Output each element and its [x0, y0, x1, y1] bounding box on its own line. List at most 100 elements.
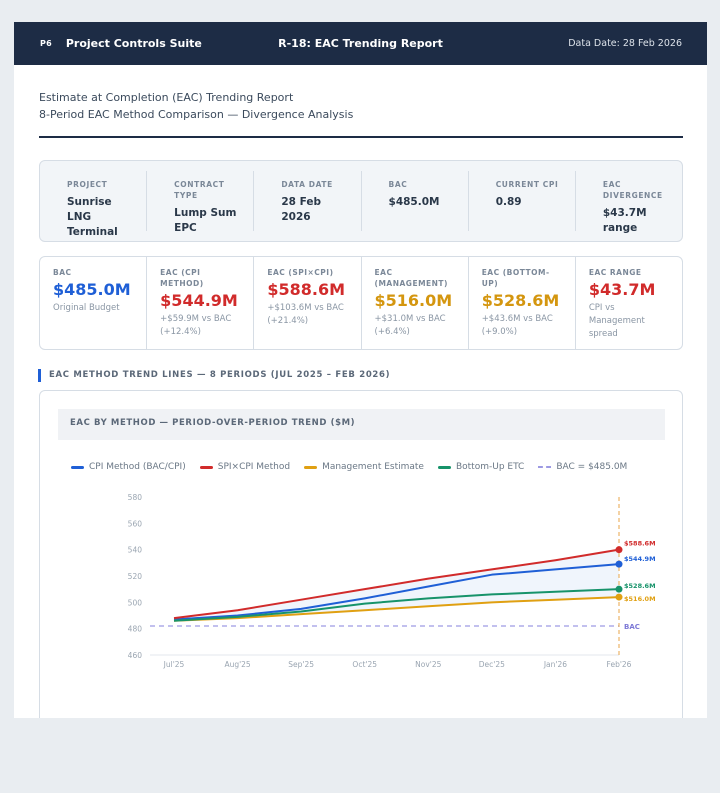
y-tick-label: 540	[128, 546, 143, 555]
eac-trend-chart: 460 480 500 520 540 560 580 Jul'25 Aug'25 Sep'25 O…	[128, 493, 656, 669]
x-tick-label: Oct'25	[352, 660, 377, 669]
kpi-sub: CPI vs Management spread	[588, 303, 645, 339]
series-line-1	[173, 548, 620, 620]
title-divider	[39, 136, 683, 138]
kpi-eac-bottom-up: EAC (Bottom-Up) $528.6M +$43.6M vs BAC (…	[469, 257, 576, 349]
x-tick-label: Feb'26	[607, 660, 632, 669]
legend-swatch	[199, 465, 213, 469]
kpi-value: $43.7M	[588, 280, 656, 299]
y-tick-label: 580	[128, 493, 143, 502]
kpi-label: EAC (SPI×CPI)	[267, 268, 334, 277]
info-value: $485.0M	[388, 196, 440, 208]
chart-title: EAC by Method — Period-over-Period Trend…	[58, 409, 665, 440]
x-tick-label: Jul'25	[163, 660, 185, 669]
kpi-bac: BAC $485.0M Original Budget	[40, 257, 148, 349]
info-contract-type: Contract Type Lump Sum EPC	[147, 171, 255, 234]
info-value: $43.7M range	[602, 207, 647, 234]
legend-swatch	[71, 465, 84, 469]
kpi-value: $588.6M	[267, 280, 346, 299]
x-tick-label: Dec'25	[479, 660, 505, 669]
app-badge: P6	[40, 39, 52, 48]
legend-dash	[538, 466, 552, 468]
series-end-point-1	[615, 546, 623, 554]
series-line-0	[173, 563, 620, 621]
project-info-panel: Project Sunrise LNG Terminal Contract Ty…	[39, 160, 683, 242]
info-value: 28 Feb 2026	[281, 196, 321, 223]
info-bac: BAC $485.0M	[362, 171, 469, 231]
legend-item-cpi[interactable]: CPI Method (BAC/CPI)	[71, 462, 186, 472]
y-tick-label: 480	[128, 625, 143, 634]
report-page: P6 Project Controls Suite R-18: EAC Tren…	[14, 22, 707, 718]
legend-item-bac[interactable]: BAC = $485.0M	[538, 462, 627, 472]
kpi-label: EAC Range	[588, 268, 642, 277]
kpi-value: $485.0M	[53, 280, 131, 299]
kpi-eac-management: EAC (Management) $516.0M +$31.0M vs BAC …	[362, 257, 469, 349]
series-end-label-1: $588.6M	[624, 540, 656, 548]
bac-reference-label: BAC	[624, 623, 640, 631]
kpi-cards: BAC $485.0M Original Budget EAC (CPI Met…	[39, 256, 683, 350]
legend-swatch	[437, 465, 451, 469]
top-bar: P6 Project Controls Suite R-18: EAC Tren…	[14, 22, 707, 65]
legend-item-management[interactable]: Management Estimate	[304, 462, 424, 472]
kpi-value: $544.9M	[160, 291, 238, 310]
y-tick-label: 500	[128, 598, 143, 607]
kpi-sub: +$59.9M vs BAC (+12.4%)	[160, 314, 232, 337]
kpi-value: $516.0M	[374, 291, 453, 310]
doc-subtitle: 8-Period EAC Method Comparison — Diverge…	[39, 108, 354, 121]
kpi-eac-range: EAC Range $43.7M CPI vs Management sprea…	[576, 257, 682, 349]
section-title: EAC Method Trend Lines — 8 Periods (Jul …	[38, 369, 390, 382]
info-label: EAC Divergence	[602, 180, 663, 200]
legend-label: CPI Method (BAC/CPI)	[89, 462, 186, 472]
x-tick-label: Sep'25	[288, 660, 314, 669]
x-tick-label: Nov'25	[415, 660, 441, 669]
y-tick-label: 460	[128, 651, 143, 660]
data-date: Data Date: 28 Feb 2026	[568, 38, 682, 49]
chart-legend: CPI Method (BAC/CPI) SPI×CPI Method Mana…	[71, 462, 641, 472]
kpi-sub: Original Budget	[53, 303, 120, 313]
legend-item-spi-cpi[interactable]: SPI×CPI Method	[199, 462, 291, 472]
info-value: Lump Sum EPC	[174, 207, 237, 234]
kpi-label: EAC (Bottom-Up)	[481, 268, 550, 288]
info-label: Data Date	[281, 180, 333, 189]
legend-swatch	[304, 465, 318, 469]
x-tick-label: Aug'25	[224, 660, 250, 669]
legend-item-bottom-up[interactable]: Bottom-Up ETC	[437, 462, 525, 472]
legend-label: Management Estimate	[322, 462, 424, 472]
series-end-point-2	[615, 593, 623, 601]
kpi-eac-spi-cpi: EAC (SPI×CPI) $588.6M +$103.6M vs BAC (+…	[254, 257, 362, 349]
y-tick-label: 560	[128, 519, 143, 528]
chart-panel: EAC by Method — Period-over-Period Trend…	[39, 390, 683, 718]
info-data-date: Data Date 28 Feb 2026	[254, 171, 362, 231]
app-title[interactable]: Project Controls Suite	[65, 37, 202, 50]
kpi-label: EAC (Management)	[374, 268, 448, 288]
legend-label: SPI×CPI Method	[217, 462, 291, 472]
legend-label: BAC = $485.0M	[556, 462, 628, 472]
kpi-value: $528.6M	[481, 291, 560, 310]
legend-label: Bottom-Up ETC	[455, 462, 525, 472]
series-line-3	[173, 588, 620, 622]
y-tick-label: 520	[128, 572, 143, 581]
series-end-label-2: $516.0M	[624, 595, 656, 603]
kpi-label: EAC (CPI Method)	[160, 268, 204, 288]
info-current-cpi: Current CPI 0.89	[469, 171, 576, 231]
info-label: BAC	[388, 180, 408, 189]
series-end-label-3: $528.6M	[624, 582, 656, 590]
kpi-eac-cpi: EAC (CPI Method) $544.9M +$59.9M vs BAC …	[147, 257, 255, 349]
kpi-label: BAC	[53, 268, 72, 277]
series-end-label-0: $544.9M	[624, 555, 656, 563]
info-value: 0.89	[495, 196, 522, 208]
kpi-sub: +$43.6M vs BAC (+9.0%)	[481, 314, 553, 337]
info-eac-divergence: EAC Divergence $43.7M range	[576, 171, 682, 234]
kpi-sub: +$103.6M vs BAC (+21.4%)	[267, 303, 344, 326]
info-project: Project Sunrise LNG Terminal	[40, 171, 148, 238]
series-end-point-0	[615, 560, 623, 568]
series-end-point-3	[615, 585, 623, 593]
series-line-2	[173, 596, 620, 622]
info-label: Contract Type	[174, 180, 225, 200]
info-value: Sunrise LNG Terminal	[67, 196, 118, 238]
kpi-sub: +$31.0M vs BAC (+6.4%)	[374, 314, 446, 337]
doc-title: Estimate at Completion (EAC) Trending Re…	[39, 91, 294, 104]
x-tick-label: Jan'26	[543, 660, 567, 669]
info-label: Project	[67, 180, 108, 189]
info-label: Current CPI	[495, 180, 559, 189]
